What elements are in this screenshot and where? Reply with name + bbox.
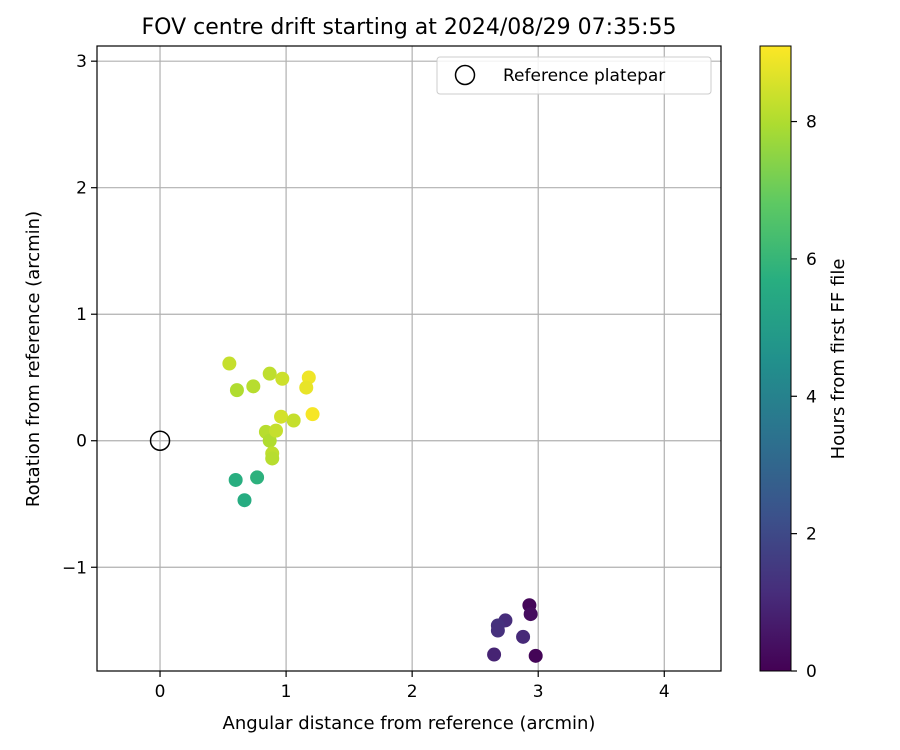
data-point — [237, 493, 252, 508]
legend-entry-reference: Reference platepar — [503, 66, 665, 86]
data-point — [222, 356, 237, 371]
legend-box — [436, 56, 712, 95]
data-point — [265, 451, 280, 466]
data-point — [275, 371, 290, 386]
plot-frame — [96, 45, 722, 672]
colorbar-tick-label: 2 — [806, 525, 817, 545]
y-tick-label: 2 — [76, 179, 87, 199]
colorbar-tick-label: 6 — [806, 250, 817, 270]
data-point — [487, 647, 502, 662]
x-axis-label: Angular distance from reference (arcmin) — [223, 713, 596, 734]
colorbar-tick-label: 0 — [806, 662, 817, 682]
data-point — [246, 379, 261, 394]
data-point — [490, 623, 505, 638]
colorbar-ticks: 0 2 4 6 8 — [791, 113, 817, 682]
data-point — [250, 470, 265, 485]
data-points — [149, 356, 543, 663]
y-axis-label: Rotation from reference (arcmin) — [23, 211, 44, 507]
data-point — [269, 423, 284, 438]
grid-lines — [97, 46, 721, 671]
y-tick-label: 1 — [76, 305, 87, 325]
data-point — [523, 607, 538, 622]
legend: Reference platepar — [436, 56, 712, 95]
x-tick-label: 1 — [281, 682, 292, 702]
legend-reference-marker — [454, 64, 476, 86]
colorbar-label: Hours from first FF file — [828, 259, 849, 460]
x-axis-ticks: 0 1 2 3 4 — [155, 671, 670, 702]
colorbar-tick-label: 8 — [806, 113, 817, 133]
data-point — [228, 472, 243, 487]
data-point — [286, 413, 301, 428]
colorbar-gradient — [759, 45, 792, 672]
data-point — [528, 648, 543, 663]
data-point — [516, 629, 531, 644]
colorbar: 0 2 4 6 8 Hours from first FF file — [759, 45, 849, 682]
data-point — [262, 366, 277, 381]
y-tick-label: −1 — [62, 558, 87, 578]
x-tick-label: 3 — [533, 682, 544, 702]
x-tick-label: 2 — [407, 682, 418, 702]
data-point — [262, 433, 277, 448]
y-tick-label: 0 — [76, 432, 87, 452]
x-tick-label: 0 — [155, 682, 166, 702]
y-tick-label: 3 — [76, 52, 87, 72]
y-axis-ticks: −1 0 1 2 3 — [62, 52, 97, 578]
reference-point-marker — [149, 430, 171, 451]
data-point — [229, 383, 244, 398]
colorbar-tick-label: 4 — [806, 387, 817, 407]
x-tick-label: 4 — [659, 682, 670, 702]
data-point — [305, 407, 320, 422]
data-point — [274, 409, 289, 424]
data-point — [299, 380, 314, 395]
chart-title: FOV centre drift starting at 2024/08/29 … — [142, 15, 677, 40]
